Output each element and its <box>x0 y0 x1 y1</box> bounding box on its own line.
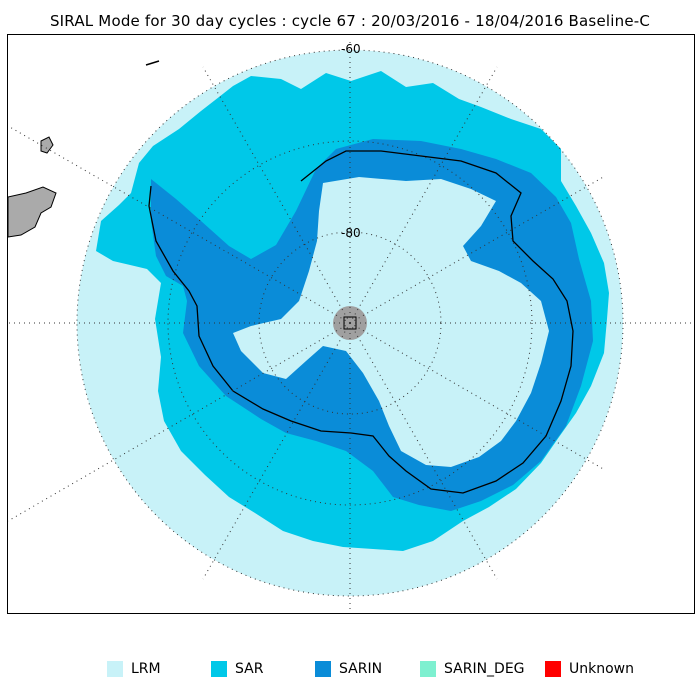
legend-item-sar: SAR <box>211 657 263 681</box>
map-title: SIRAL Mode for 30 day cycles : cycle 67 … <box>49 12 651 30</box>
legend-swatch <box>315 661 331 677</box>
legend-label: Unknown <box>569 661 634 677</box>
south-america-land <box>8 186 57 238</box>
polar-map: -60 -80 <box>7 34 695 614</box>
latitude-circle-70 <box>167 140 533 506</box>
legend-label: LRM <box>131 661 161 677</box>
meridian <box>349 322 606 471</box>
legend-swatch <box>107 661 123 677</box>
legend-swatch <box>211 661 227 677</box>
meridian <box>8 125 351 324</box>
legend: LRM SAR SARIN SARIN_DEG Unknown <box>0 657 700 681</box>
meridian <box>349 175 606 324</box>
latitude-circle-60 <box>76 49 624 597</box>
legend-item-sarin-deg: SARIN_DEG <box>420 657 525 681</box>
island-land <box>40 136 54 154</box>
coastline <box>148 150 574 494</box>
lat-label-80: -80 <box>341 226 361 240</box>
continent-interior <box>233 177 549 467</box>
legend-swatch <box>545 661 561 677</box>
lat-label-60: -60 <box>341 42 361 56</box>
meridian <box>8 322 351 522</box>
legend-item-unknown: Unknown <box>545 657 634 681</box>
legend-item-lrm: LRM <box>107 657 161 681</box>
legend-swatch <box>420 661 436 677</box>
legend-label: SAR <box>235 661 264 677</box>
graticule <box>8 41 694 613</box>
island-small <box>145 60 160 66</box>
legend-label: SARIN_DEG <box>444 661 525 677</box>
legend-item-sarin: SARIN <box>315 657 382 681</box>
legend-label: SARIN <box>339 661 383 677</box>
